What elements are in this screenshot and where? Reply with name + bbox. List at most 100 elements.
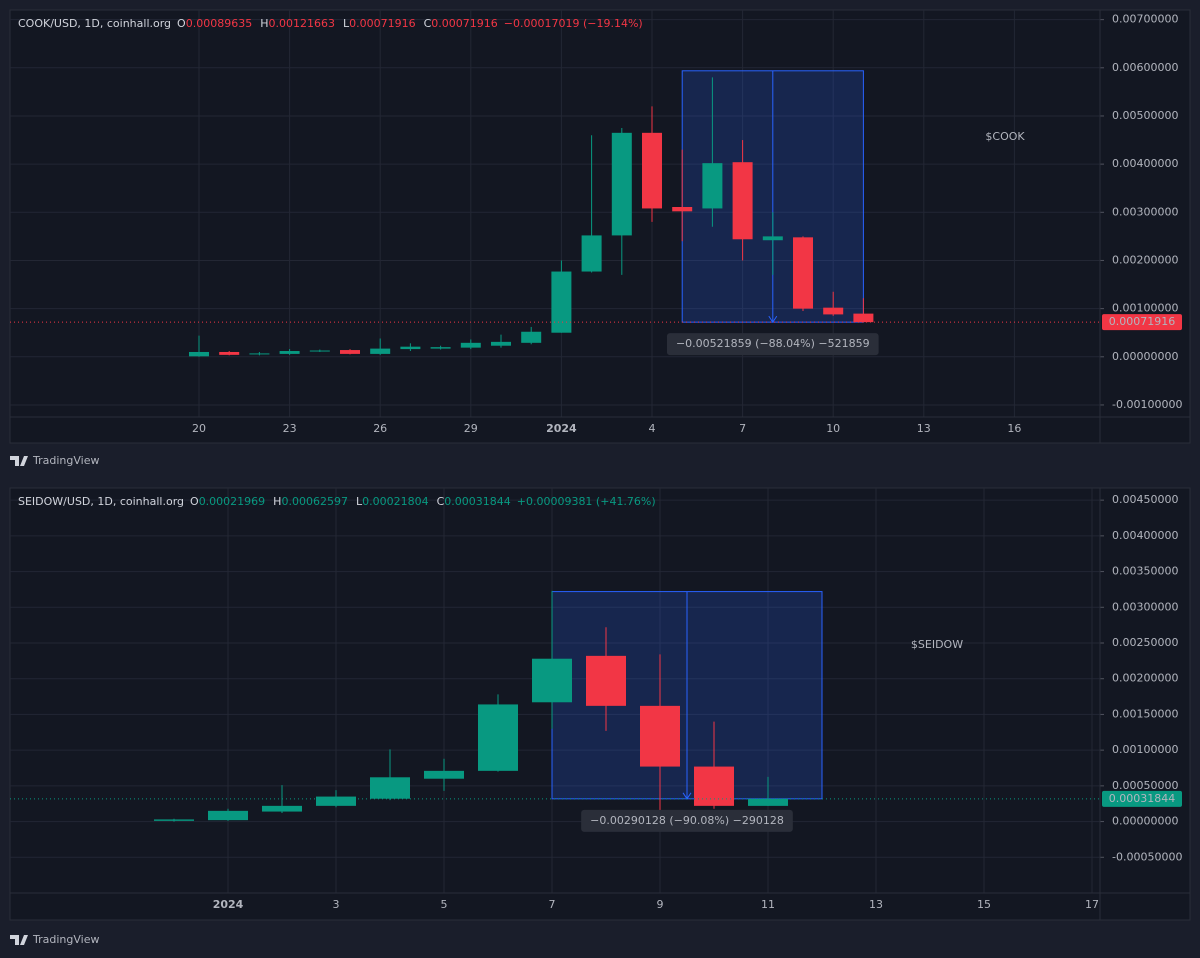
y-tick-label: 0.00350000: [1112, 565, 1178, 578]
candle-body: [208, 810, 248, 821]
price-tag-label: 0.00031844: [1109, 792, 1175, 805]
chart-panel: [9, 9, 1191, 444]
x-tick-label: 7: [549, 898, 556, 911]
ohlc-value: 0.00071916: [349, 17, 415, 30]
y-tick-label: 0.00100000: [1112, 743, 1178, 756]
candle-body: [430, 347, 451, 349]
y-tick-label: 0.00300000: [1112, 600, 1178, 613]
ohlc-value: 0.00071916: [431, 17, 497, 30]
y-tick-label: -0.00050000: [1112, 850, 1182, 863]
y-tick-label: 0.00200000: [1112, 672, 1178, 685]
candle-body: [189, 351, 209, 357]
candle-body: [532, 658, 572, 703]
x-tick-label: 15: [977, 898, 991, 911]
candle-body: [521, 331, 542, 343]
symbol-title: COOK/USD, 1D, coinhall.org: [18, 17, 171, 30]
ohlc-label: O: [177, 17, 186, 30]
candle-body: [702, 163, 723, 209]
tradingview-logo: [10, 456, 28, 466]
candle-body: [309, 350, 330, 352]
candle-body: [672, 206, 693, 212]
candle-body: [460, 342, 481, 348]
tradingview-label: TradingView: [32, 454, 99, 467]
y-tick-label: 0.00700000: [1112, 13, 1178, 26]
y-tick-label: 0.00150000: [1112, 707, 1178, 720]
symbol-title: SEIDOW/USD, 1D, coinhall.org: [18, 495, 184, 508]
x-tick-label: 17: [1085, 898, 1099, 911]
candle-body: [249, 353, 270, 355]
candle-body: [793, 237, 813, 309]
price-tag: [1102, 790, 1182, 807]
candle-body: [642, 132, 662, 209]
candle-body: [491, 341, 511, 346]
y-tick-label: 0.00200000: [1112, 253, 1178, 266]
x-tick-label: 4: [649, 422, 656, 435]
chart-header: SEIDOW/USD, 1D, coinhall.org O0.00021969 H…: [18, 495, 656, 508]
tradingview-logo: [10, 935, 28, 945]
candle-body: [316, 796, 356, 806]
x-tick-label: 13: [869, 898, 883, 911]
price-tag-label: 0.00071916: [1109, 315, 1175, 328]
chart-annotation: $COOK: [985, 130, 1025, 143]
y-tick-label: 0.00100000: [1112, 302, 1178, 315]
ohlc-label: L: [343, 17, 350, 30]
measure-label-box: [581, 809, 793, 832]
candle-body: [748, 798, 788, 806]
x-tick-label: 2024: [213, 898, 244, 911]
ohlc-value: 0.00062597: [281, 495, 347, 508]
y-tick-label: 0.00600000: [1112, 61, 1178, 74]
tradingview-label: TradingView: [32, 933, 99, 946]
candle-body: [551, 271, 572, 333]
y-tick-label: 0.00500000: [1112, 109, 1178, 122]
x-tick-label: 2024: [546, 422, 577, 435]
y-tick-label: 0.00400000: [1112, 529, 1178, 542]
candle-body: [424, 770, 464, 779]
ohlc-label: H: [260, 17, 268, 30]
y-tick-label: 0.00000000: [1112, 815, 1178, 828]
candle-body: [262, 805, 302, 812]
candle-body: [370, 777, 410, 799]
candle-body: [154, 819, 194, 821]
candle-body: [640, 705, 680, 767]
y-tick-label: 0.00400000: [1112, 157, 1178, 170]
x-tick-label: 5: [441, 898, 448, 911]
chart-annotation: $SEIDOW: [911, 638, 963, 651]
ohlc-label: H: [273, 495, 281, 508]
change-value: −0.00017019 (−19.14%): [504, 17, 643, 30]
candle-body: [853, 313, 874, 323]
ohlc-value: 0.00031844: [444, 495, 510, 508]
candle-body: [732, 162, 753, 240]
y-tick-label: 0.00450000: [1112, 493, 1178, 506]
chart-header: COOK/USD, 1D, coinhall.org O0.00089635 H 0.…: [18, 17, 643, 30]
x-tick-label: 20: [192, 422, 206, 435]
x-tick-label: 13: [917, 422, 931, 435]
y-tick-label: 0.00250000: [1112, 636, 1178, 649]
x-tick-label: 16: [1007, 422, 1021, 435]
candle-body: [478, 704, 518, 771]
candle-body: [694, 766, 734, 806]
x-tick-label: 10: [826, 422, 840, 435]
y-tick-label: 0.00000000: [1112, 350, 1178, 363]
ohlc-value: 0.00089635: [186, 17, 252, 30]
measure-label: −0.00521859 (−88.04%) −521859: [676, 337, 870, 350]
x-tick-label: 7: [739, 422, 746, 435]
y-tick-label: 0.00300000: [1112, 205, 1178, 218]
y-tick-label: -0.00100000: [1112, 398, 1182, 411]
x-tick-label: 11: [761, 898, 775, 911]
ohlc-value: 0.00021804: [362, 495, 428, 508]
candle-body: [279, 351, 300, 354]
candle-body: [762, 236, 783, 241]
ohlc-label: C: [424, 17, 432, 30]
ohlc-label: L: [356, 495, 363, 508]
candle-body: [219, 351, 240, 355]
candle-body: [611, 132, 632, 236]
x-tick-label: 9: [657, 898, 664, 911]
x-tick-label: 29: [464, 422, 478, 435]
candle-body: [340, 350, 360, 354]
measure-label-box: [666, 333, 879, 356]
x-tick-label: 3: [333, 898, 340, 911]
candle-body: [823, 307, 844, 315]
price-tag: [1102, 314, 1182, 331]
measure-arrowhead: [768, 315, 778, 324]
